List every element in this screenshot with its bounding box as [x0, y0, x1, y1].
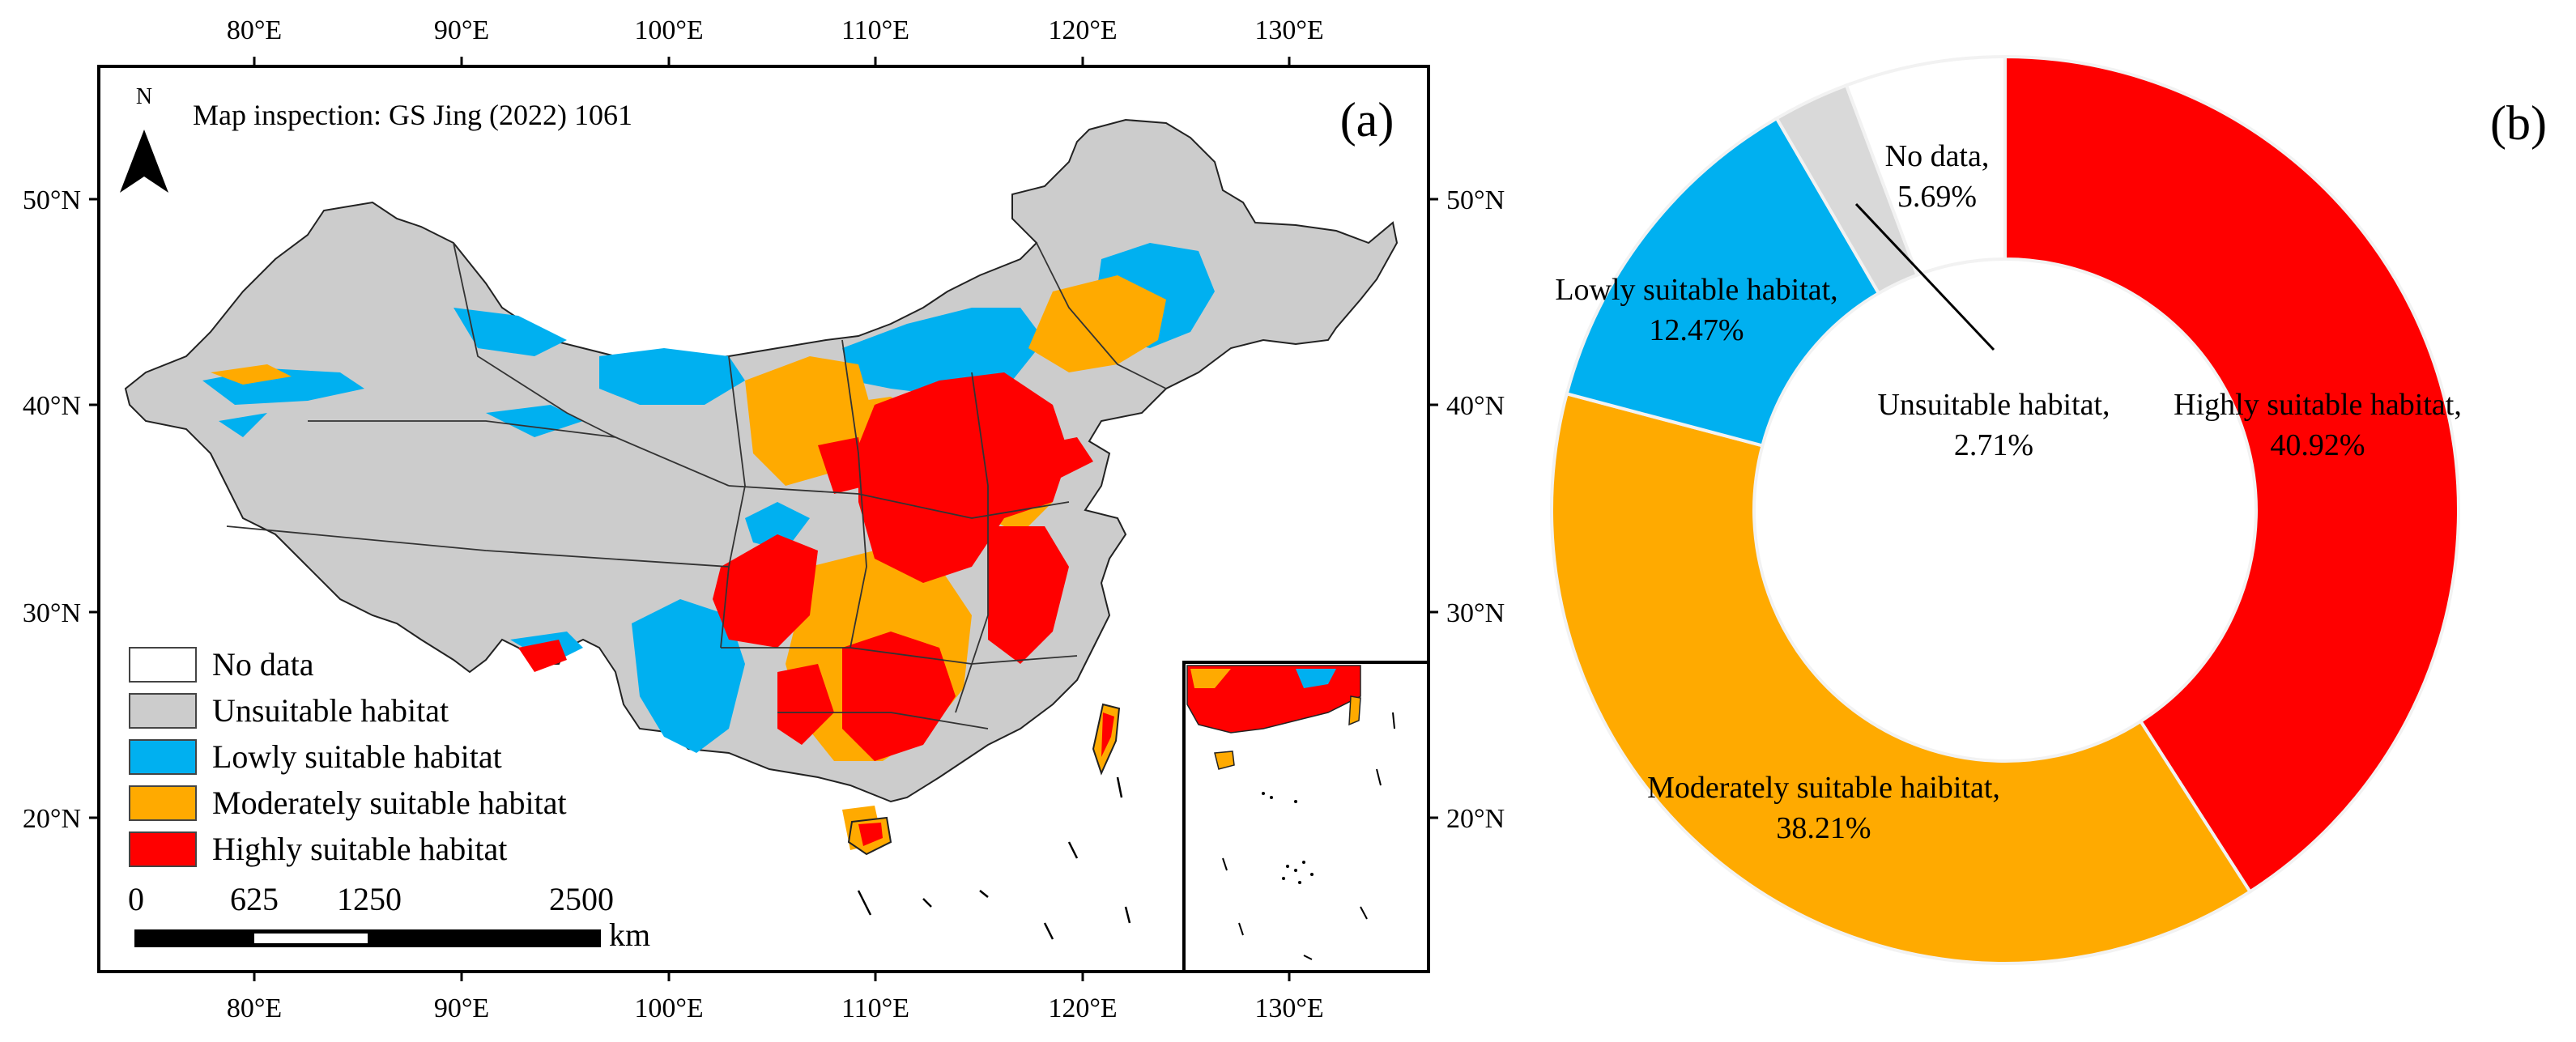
province-boundaries — [226, 242, 1167, 729]
inspection-note: Map inspection: GS Jing (2022) 1061 — [193, 99, 632, 131]
scale-tick: 0 — [128, 881, 144, 917]
slice-label-highly: Highly suitable habitat, — [2174, 388, 2462, 422]
legend-label: Highly suitable habitat — [212, 831, 507, 867]
south-china-sea-inset — [1182, 661, 1430, 973]
legend-label: No data — [212, 646, 314, 683]
left-lat-labels: 50°N 40°N 30°N 20°N — [23, 185, 81, 834]
slice-value-unsuitable: 2.71% — [1954, 428, 2033, 462]
panel-a-label: (a) — [1340, 93, 1394, 147]
lon-label-top: 90°E — [434, 15, 489, 45]
china-map — [124, 118, 1399, 940]
scale-tick: 625 — [230, 881, 279, 917]
map-legend: No data Unsuitable habitat Lowly suitable … — [129, 646, 567, 867]
lon-label-bottom: 110°E — [841, 993, 909, 1023]
lat-label-right: 50°N — [1446, 185, 1505, 215]
south-china-sea-lines — [857, 776, 1131, 940]
slice-label-moderately: Moderately suitable haibitat, — [1647, 771, 2000, 805]
north-arrow-icon: N — [120, 84, 168, 193]
donut-slice — [1550, 391, 2253, 965]
map-panel: 80°E 90°E 100°E 110°E 120°E 130°E 80°E 9… — [23, 15, 1505, 1023]
lat-label-left: 30°N — [23, 598, 81, 628]
donut-slice — [1844, 54, 2007, 278]
slice-value-lowly: 12.47% — [1649, 313, 1744, 347]
north-label: N — [136, 84, 152, 109]
panel-b-label: (b) — [2490, 96, 2547, 150]
scale-bar: 0 625 1250 2500 km — [128, 881, 650, 953]
legend-label: Unsuitable habitat — [212, 692, 449, 729]
lon-label-bottom: 90°E — [434, 993, 489, 1023]
top-lon-labels: 80°E 90°E 100°E 110°E 120°E 130°E — [227, 15, 1324, 45]
lat-label-right: 30°N — [1446, 598, 1505, 628]
legend-swatch — [129, 647, 197, 683]
donut-chart — [1550, 54, 2460, 965]
legend-swatch — [129, 831, 197, 867]
right-lat-labels: 50°N 40°N 30°N 20°N — [1446, 185, 1505, 834]
lon-label-top: 80°E — [227, 15, 282, 45]
donut-slice — [2003, 54, 2460, 895]
lon-label-bottom: 130°E — [1254, 993, 1323, 1023]
slice-label-lowly: Lowly suitable habitat, — [1555, 273, 1837, 307]
slice-label-unsuitable: Unsuitable habitat, — [1877, 388, 2110, 422]
lon-label-top: 130°E — [1254, 15, 1323, 45]
lon-label-bottom: 100°E — [634, 993, 703, 1023]
donut-chart-panel: (b) Highly suitable habitat, 40.92% Mode… — [1550, 54, 2547, 965]
lon-label-top: 120°E — [1048, 15, 1117, 45]
leader-line — [1854, 202, 1995, 351]
legend-swatch — [129, 739, 197, 775]
highly-suitable-areas — [518, 372, 1093, 761]
lon-label-bottom: 120°E — [1048, 993, 1117, 1023]
slice-label-no-data: No data, — [1885, 139, 1990, 173]
bottom-lon-labels: 80°E 90°E 100°E 110°E 120°E 130°E — [227, 993, 1324, 1023]
lat-label-left: 20°N — [23, 804, 81, 834]
legend-swatch — [129, 785, 197, 821]
lon-label-top: 100°E — [634, 15, 703, 45]
slice-labels: Highly suitable habitat, 40.92% Moderate… — [1555, 139, 2461, 845]
lat-label-left: 40°N — [23, 391, 81, 421]
lon-label-top: 110°E — [841, 15, 909, 45]
legend-swatch — [129, 693, 197, 729]
scale-tick: 2500 — [549, 881, 614, 917]
slice-value-highly: 40.92% — [2270, 428, 2365, 462]
lat-label-left: 50°N — [23, 185, 81, 215]
lat-label-right: 20°N — [1446, 804, 1505, 834]
scale-unit: km — [609, 917, 650, 953]
lat-label-right: 40°N — [1446, 391, 1505, 421]
lon-label-bottom: 80°E — [227, 993, 282, 1023]
slice-value-moderately: 38.21% — [1776, 811, 1871, 845]
slice-value-no-data: 5.69% — [1897, 180, 1977, 214]
legend-label: Lowly suitable habitat — [212, 738, 502, 775]
map-tick-marks — [89, 57, 1438, 981]
scale-tick: 1250 — [337, 881, 402, 917]
donut-slice — [1565, 116, 1881, 448]
legend-label: Moderately suitable habitat — [212, 785, 567, 821]
